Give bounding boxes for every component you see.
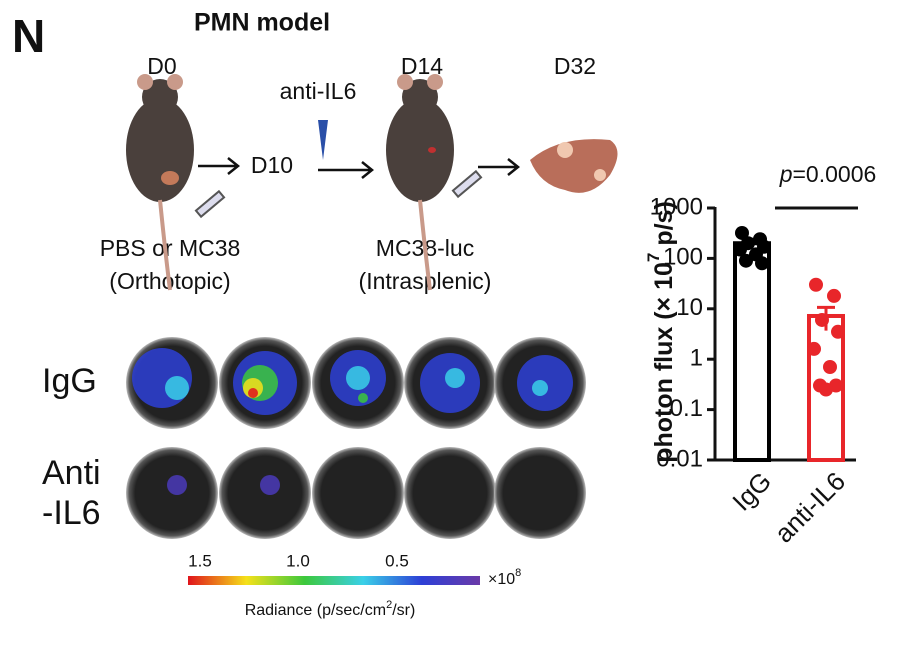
text: =0.0006 [793,161,877,187]
row-label: Anti [42,454,101,492]
signal [260,475,280,495]
data-point [807,341,821,356]
data-point [739,253,753,268]
data-point [815,312,829,327]
y-tick-label: 0.01 [656,445,703,472]
dish [404,447,496,539]
data-point [735,225,749,240]
y-tick-label: 10 [676,294,703,321]
y-tick-label: 100 [663,244,703,271]
row-label: -IL6 [42,494,101,532]
day-label: D32 [554,53,596,79]
bar-chart: p=0.0006 photon flux (× 107 p/s) 0.01 0.1… [644,161,876,548]
y-axis-label: photon flux (× 107 p/s) [644,201,677,463]
signal [358,393,368,403]
superscript: 7 [644,253,663,262]
text: p [779,161,793,187]
x-tick-label: anti-IL6 [769,466,852,549]
colorbar-tick: 1.5 [188,551,212,570]
data-point [831,324,845,339]
injection-label: (Intrasplenic) [359,268,492,294]
data-point [755,256,769,271]
y-tick-label: 1000 [650,193,703,220]
signal [165,376,189,400]
treatment-label: anti-IL6 [280,78,357,104]
signal [532,380,548,396]
colorbar-tick: 0.5 [385,551,409,570]
x-tick-label: IgG [726,466,777,517]
dish [312,447,404,539]
panel-label: N [12,10,45,62]
data-point [819,382,833,397]
imaging-panel [126,337,586,539]
data-point [809,277,823,292]
text: p/s) [650,201,678,252]
dish [494,447,586,539]
y-tick-label: 1 [690,345,703,372]
text: photon flux (× 10 [650,262,678,463]
text: /sr) [392,602,415,619]
text: Radiance (p/sec/cm [245,602,386,619]
arrow [198,157,521,179]
colorbar-label: Radiance (p/sec/cm2/sr) [245,599,416,619]
mouse-icon [386,74,454,291]
day-label: D10 [251,152,293,178]
colorbar [188,576,480,585]
signal [346,366,370,390]
text: ×10 [488,571,515,588]
p-value: p=0.0006 [779,161,877,187]
signal [167,475,187,495]
data-point [823,360,837,375]
schematic-title: PMN model [194,9,330,37]
superscript: 8 [515,567,521,579]
colorbar-tick: 1.0 [286,551,310,570]
liver-icon [530,139,618,193]
signal [445,368,465,388]
signal [248,388,258,398]
mouse-icon [126,74,194,291]
row-label: IgG [42,362,97,400]
colorbar-multiplier: ×108 [488,567,521,588]
data-point [827,288,841,303]
bar [733,241,771,462]
y-tick-label: 0.1 [670,395,703,422]
injection-label: PBS or MC38 [100,235,241,261]
superscript: 2 [386,599,392,611]
data-point [733,242,747,257]
syringe-icon [194,169,483,219]
treatment-marker [318,120,328,160]
